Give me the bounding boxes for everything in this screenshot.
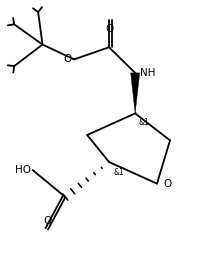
Text: O: O xyxy=(44,215,52,225)
Text: O: O xyxy=(105,24,113,34)
Text: O: O xyxy=(64,54,72,65)
Text: &1: &1 xyxy=(138,119,149,127)
Text: &1: &1 xyxy=(113,168,124,177)
Text: HO: HO xyxy=(15,165,31,175)
Polygon shape xyxy=(131,73,140,113)
Text: O: O xyxy=(163,178,171,189)
Text: NH: NH xyxy=(140,68,156,78)
